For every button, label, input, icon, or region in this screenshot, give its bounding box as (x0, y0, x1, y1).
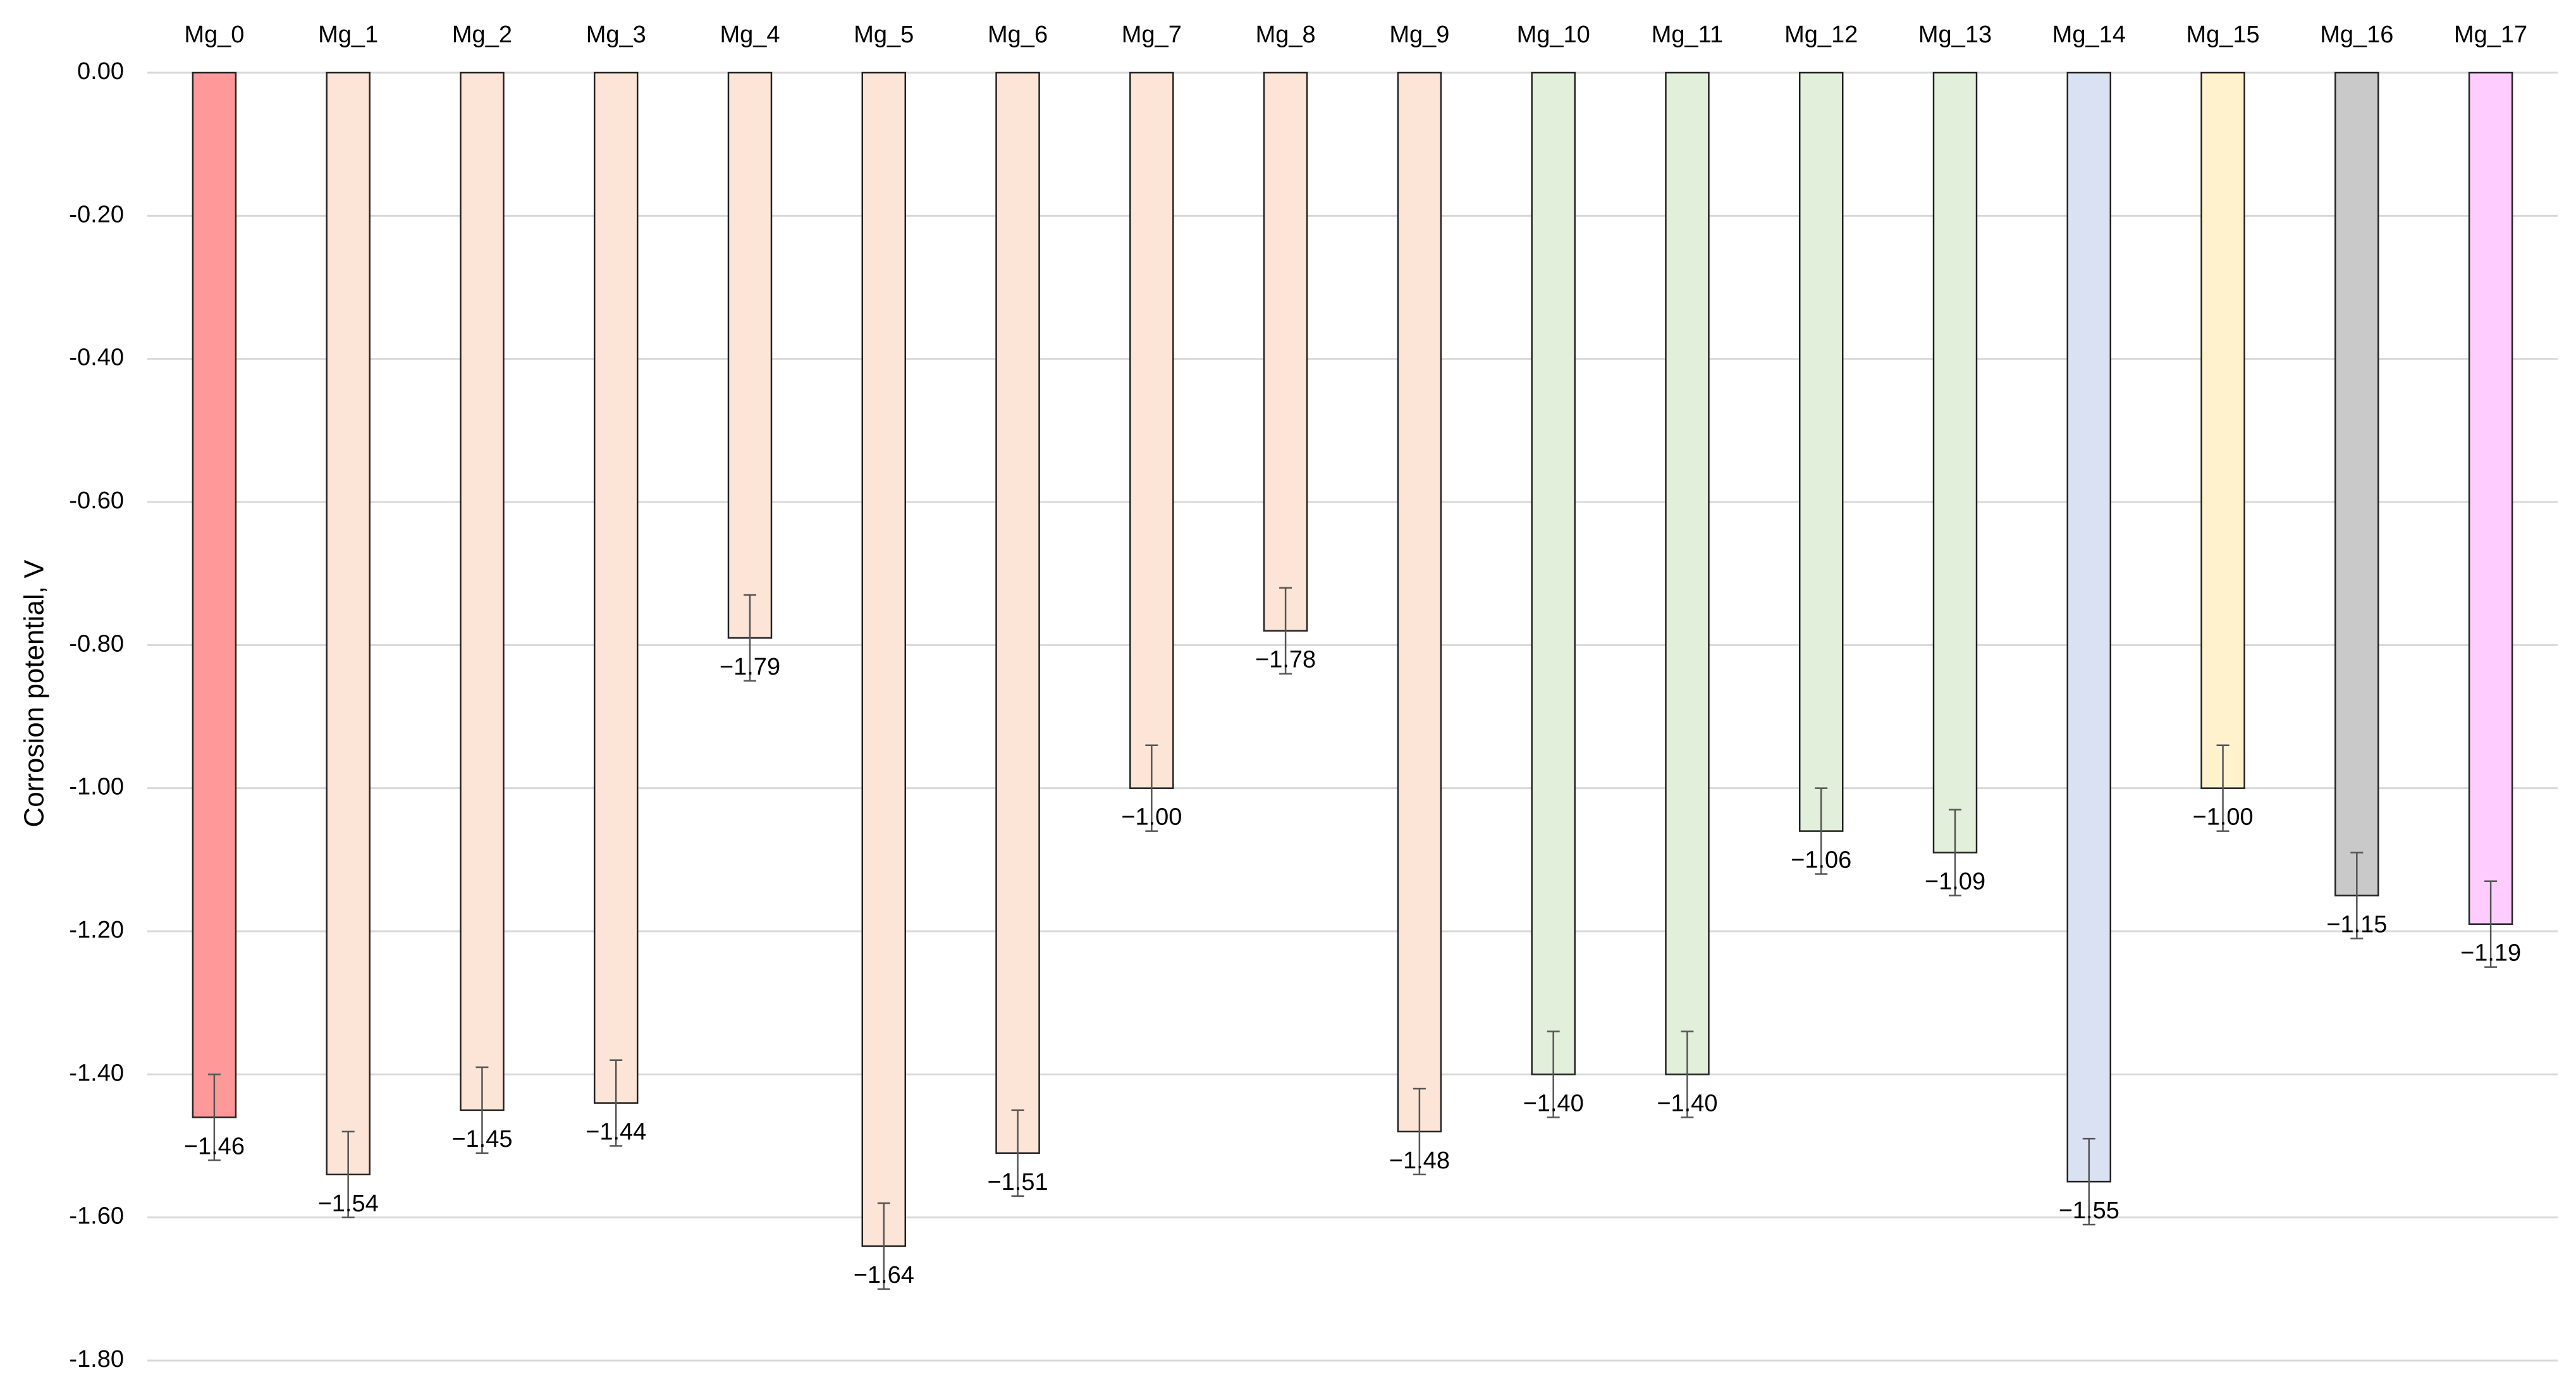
y-tick-label: -1.20 (69, 917, 124, 943)
x-tick-label: Mg_12 (1784, 21, 1858, 48)
bar (2334, 71, 2379, 897)
bar (1263, 71, 1308, 632)
data-label: −1.78 (1255, 647, 1316, 673)
y-tick-label: -0.80 (69, 630, 124, 657)
bar (2200, 71, 2245, 789)
y-tick-label: -0.60 (69, 487, 124, 514)
x-tick-label: Mg_6 (988, 21, 1048, 48)
bar (1798, 71, 1844, 832)
data-label: −1.19 (2460, 940, 2521, 967)
data-label: −1.55 (2059, 1197, 2119, 1224)
y-tick-label: -1.00 (69, 774, 124, 800)
x-tick-label: Mg_17 (2454, 21, 2527, 48)
bar (1397, 71, 1442, 1133)
bar (2468, 71, 2513, 925)
bar (460, 71, 505, 1111)
bar (593, 71, 639, 1104)
data-label: −1.46 (184, 1133, 245, 1160)
x-tick-label: Mg_15 (2186, 21, 2259, 48)
y-tick-label: -1.40 (69, 1060, 124, 1086)
x-tick-label: Mg_2 (452, 21, 512, 48)
bar (326, 71, 371, 1176)
bar (727, 71, 773, 639)
data-label: −1.09 (1925, 869, 1985, 895)
x-tick-label: Mg_1 (318, 21, 378, 48)
data-label: −1.00 (1121, 804, 1182, 831)
x-tick-label: Mg_13 (1918, 21, 1992, 48)
data-label: −1.40 (1523, 1090, 1584, 1117)
x-tick-label: Mg_8 (1256, 21, 1316, 48)
x-tick-label: Mg_0 (184, 21, 244, 48)
bar (1932, 71, 1978, 854)
x-tick-label: Mg_14 (2052, 21, 2126, 48)
y-axis-label: Corrosion potential, V (19, 560, 50, 828)
data-label: −1.06 (1791, 847, 1851, 874)
x-tick-label: Mg_11 (1652, 21, 1723, 48)
x-tick-label: Mg_7 (1122, 21, 1182, 48)
bar (192, 71, 237, 1118)
data-label: −1.51 (987, 1169, 1048, 1196)
data-label: −1.64 (854, 1262, 914, 1288)
y-tick-label: -0.20 (69, 201, 124, 228)
x-tick-label: Mg_10 (1517, 21, 1590, 48)
data-label: −1.48 (1389, 1148, 1450, 1174)
data-label: −1.15 (2326, 911, 2387, 938)
y-tick-label: -0.40 (69, 345, 124, 371)
data-label: −1.44 (586, 1119, 646, 1146)
x-tick-label: Mg_16 (2320, 21, 2393, 48)
y-tick-label: 0.00 (77, 58, 124, 85)
bar (995, 71, 1040, 1154)
data-label: −1.40 (1657, 1090, 1717, 1117)
x-tick-label: Mg_3 (586, 21, 646, 48)
data-label: −1.45 (451, 1126, 512, 1153)
bar (861, 71, 907, 1247)
x-tick-label: Mg_5 (854, 21, 914, 48)
bar (1665, 71, 1710, 1075)
x-tick-label: Mg_4 (720, 21, 780, 48)
bar (2066, 71, 2112, 1183)
bar (1531, 71, 1576, 1075)
x-tick-label: Mg_9 (1389, 21, 1449, 48)
y-tick-label: -1.80 (69, 1346, 124, 1373)
y-tick-label: -1.60 (69, 1203, 124, 1230)
data-label: −1.00 (2192, 804, 2253, 831)
data-label: −1.54 (318, 1190, 379, 1217)
data-label: −1.79 (720, 654, 780, 680)
bar (1129, 71, 1174, 789)
